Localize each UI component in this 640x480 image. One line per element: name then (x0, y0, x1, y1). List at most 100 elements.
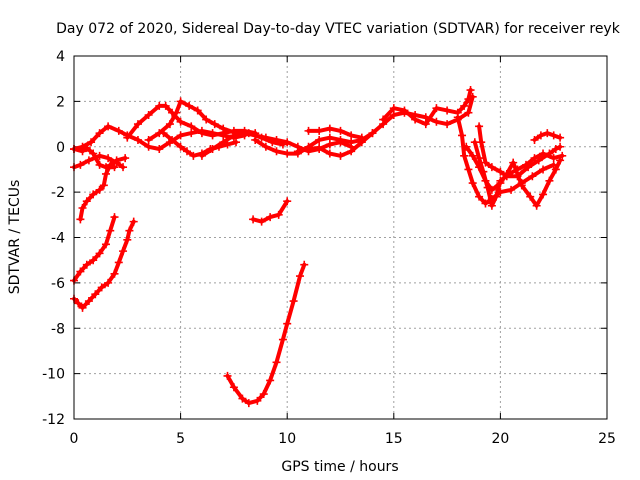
x-axis-label: GPS time / hours (281, 459, 398, 475)
data-point (223, 371, 232, 380)
data-point (106, 226, 115, 235)
series-arc-e (70, 217, 138, 312)
data-point (460, 151, 469, 160)
data-point (487, 201, 496, 210)
data-point (496, 167, 505, 176)
data-point (534, 156, 543, 165)
data-point (464, 95, 473, 104)
plot-frame (73, 55, 608, 420)
series-arc-s (530, 129, 565, 144)
data-point (193, 106, 202, 115)
data-point (95, 129, 104, 138)
data-point (551, 145, 560, 154)
data-point (110, 163, 119, 172)
data-point (464, 165, 473, 174)
series-arc-q (462, 142, 565, 210)
data-point (259, 390, 268, 399)
data-point (159, 129, 168, 138)
data-point (101, 240, 110, 249)
data-point (536, 131, 545, 140)
data-point (84, 156, 93, 165)
data-point (481, 176, 490, 185)
data-point (347, 147, 356, 156)
chart-title: Day 072 of 2020, Sidereal Day-to-day VTE… (56, 21, 621, 37)
data-point (244, 399, 253, 408)
data-point (112, 156, 121, 165)
data-point (176, 142, 185, 151)
series-arc-u (223, 260, 309, 408)
data-point (468, 179, 477, 188)
data-point (462, 142, 471, 151)
data-point (315, 143, 324, 152)
data-point (532, 201, 541, 210)
data-point (110, 213, 119, 222)
data-point (549, 131, 558, 140)
data-point (283, 197, 292, 206)
series-arc-m (293, 92, 477, 160)
data-point (253, 396, 262, 405)
y-tick-label: -4 (51, 231, 65, 247)
data-point (187, 129, 196, 138)
x-tick-label: 25 (598, 431, 616, 447)
series-arc-r (475, 122, 565, 181)
data-point (78, 142, 87, 151)
data-point (347, 138, 356, 147)
data-point (543, 129, 552, 138)
x-tick-label: 0 (70, 431, 79, 447)
data-point (106, 160, 115, 169)
data-point (144, 142, 153, 151)
axes: 0 5 10 15 20 25 -12 -10 -8 -6 -4 -2 0 2 4 (42, 49, 616, 447)
y-tick-label: 4 (56, 49, 65, 65)
data-point (97, 283, 106, 292)
series-arc-t (249, 197, 292, 226)
data-point (197, 151, 206, 160)
data-point (549, 154, 558, 163)
data-point (421, 120, 430, 129)
data-point (513, 172, 522, 181)
data-point (261, 142, 270, 151)
data-point (545, 149, 554, 158)
data-point (325, 133, 334, 142)
data-point (509, 158, 518, 167)
data-point (249, 215, 258, 224)
data-point (278, 335, 287, 344)
data-point (119, 163, 128, 172)
data-point (82, 260, 91, 269)
data-point (466, 86, 475, 95)
data-point (315, 135, 324, 144)
data-point (99, 181, 108, 190)
data-point (336, 126, 345, 135)
data-point (487, 185, 496, 194)
data-point (89, 149, 98, 158)
data-point (176, 131, 185, 140)
data-point (144, 135, 153, 144)
data-point (481, 158, 490, 167)
data-point (464, 108, 473, 117)
x-tick-label: 5 (176, 431, 185, 447)
data-point (496, 179, 505, 188)
data-point (229, 383, 238, 392)
series-arc-l (304, 124, 366, 142)
data-point (144, 110, 153, 119)
data-point (411, 115, 420, 124)
data-point (95, 151, 104, 160)
data-point (78, 204, 87, 213)
data-point (238, 394, 247, 403)
data-point (155, 145, 164, 154)
data-point (125, 226, 134, 235)
data-point (197, 129, 206, 138)
y-tick-label: 2 (56, 94, 65, 110)
data-point (129, 217, 138, 226)
data-point (257, 217, 266, 226)
data-point (556, 156, 565, 165)
series-arc-n (379, 86, 475, 129)
data-point (104, 154, 113, 163)
data-point (545, 176, 554, 185)
data-point (110, 269, 119, 278)
data-point (558, 151, 567, 160)
data-point (210, 120, 219, 129)
data-point (261, 133, 270, 142)
series-arc-c (76, 154, 130, 224)
data-point (492, 192, 501, 201)
